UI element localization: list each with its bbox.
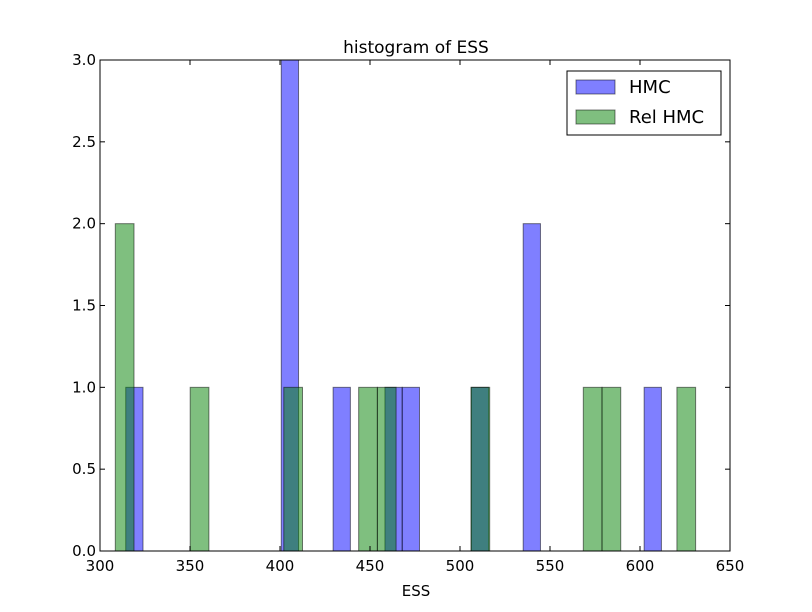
bar-rel-hmc-7 xyxy=(601,386,622,552)
legend: HMC Rel HMC xyxy=(566,70,722,136)
x-tick-label: 500 xyxy=(446,557,475,575)
bar-rel-hmc-1 xyxy=(189,386,210,552)
y-tick-label: 0.5 xyxy=(72,460,96,478)
x-tick-label: 400 xyxy=(266,557,295,575)
ticks-layer: 300 350 400 450 500 550 600 650 0.0 0.5 1.0 1.5 2.0 2… xyxy=(72,51,744,575)
legend-label-hmc: HMC xyxy=(629,77,671,98)
y-tick-label: 1.5 xyxy=(72,297,96,315)
bar-hmc-7 xyxy=(643,386,662,552)
legend-label-rel-hmc: Rel HMC xyxy=(629,107,704,128)
bar-rel-hmc-2 xyxy=(283,386,303,552)
bars-layer xyxy=(114,59,697,552)
y-tick-label: 0.0 xyxy=(72,542,96,560)
legend-swatch-hmc xyxy=(575,79,616,95)
x-tick-label: 300 xyxy=(86,557,115,575)
bar-rel-hmc-0 xyxy=(114,223,135,552)
y-tick-label: 2.5 xyxy=(72,133,96,151)
y-tick-label: 1.0 xyxy=(72,378,96,396)
x-tick-label: 550 xyxy=(536,557,565,575)
x-tick-label: 350 xyxy=(176,557,205,575)
x-tick-label: 450 xyxy=(356,557,385,575)
bar-rel-hmc-3 xyxy=(358,386,378,552)
bar-hmc-6 xyxy=(522,223,541,552)
x-tick-label: 600 xyxy=(626,557,655,575)
bar-hmc-2 xyxy=(332,386,351,552)
legend-swatch-rel-hmc xyxy=(575,109,616,125)
y-tick-label: 2.0 xyxy=(72,215,96,233)
bar-rel-hmc-6 xyxy=(582,386,603,552)
x-axis-label: ESS xyxy=(402,582,431,600)
bar-rel-hmc-8 xyxy=(676,386,697,552)
y-tick-label: 3.0 xyxy=(72,51,96,69)
bar-rel-hmc-5 xyxy=(470,386,491,552)
bar-rel-hmc-4 xyxy=(376,386,397,552)
bar-hmc-4 xyxy=(401,386,421,552)
chart-title: histogram of ESS xyxy=(343,38,489,58)
x-tick-label: 650 xyxy=(716,557,745,575)
